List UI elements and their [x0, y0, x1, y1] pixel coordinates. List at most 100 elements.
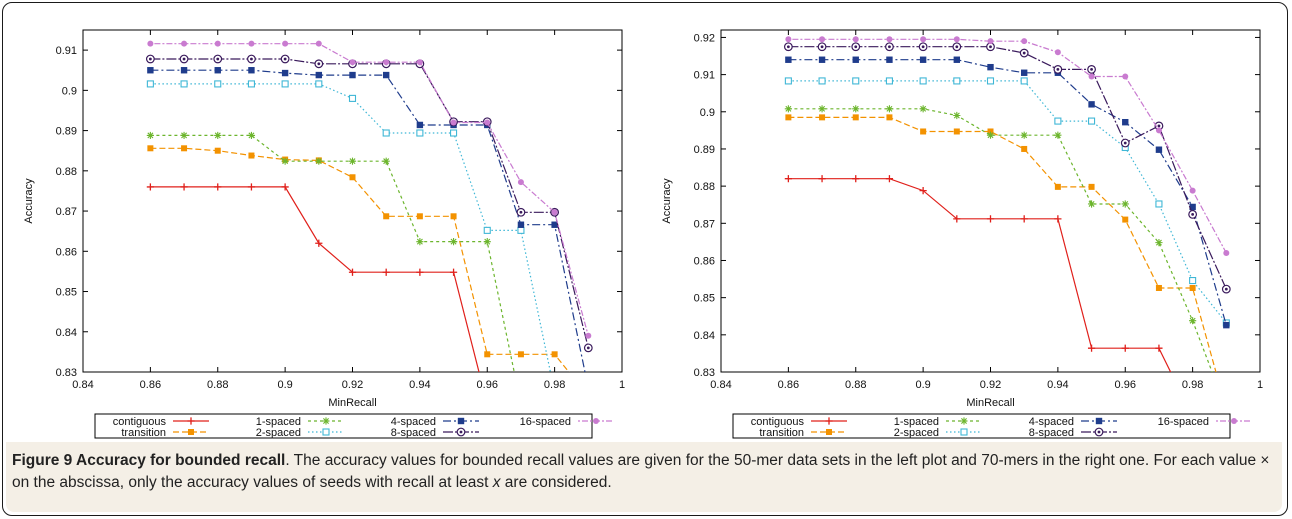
data-point-8-spaced-core	[921, 45, 925, 49]
data-point-4-spaced	[1088, 101, 1095, 108]
data-point-8-spaced-core	[148, 57, 152, 61]
data-point-transition	[450, 213, 457, 220]
data-point-2-spaced	[483, 226, 491, 234]
y-tick-label: 0.84	[56, 327, 77, 339]
data-point-2-spaced	[953, 77, 961, 85]
x-tick-label: 0.96	[1115, 379, 1136, 391]
data-point-transition	[987, 128, 994, 135]
y-tick-label: 0.87	[694, 218, 715, 230]
series-line-4-spaced	[150, 69, 586, 372]
data-point-transition	[1088, 183, 1095, 190]
data-point-16-spaced	[450, 119, 457, 126]
data-point-4-spaced	[953, 56, 961, 63]
legend-marker-1-spaced	[960, 417, 968, 425]
data-point-1-spaced	[214, 131, 222, 140]
x-tick-label: 0.86	[140, 379, 161, 391]
y-tick-label: 0.91	[56, 45, 77, 57]
series-group	[145, 40, 593, 408]
series-line-8-spaced	[788, 46, 1227, 290]
legend-label-16-spaced: 16-spaced	[520, 416, 571, 428]
data-point-4-spaced	[180, 67, 188, 74]
caption-text-2: are considered.	[500, 474, 612, 491]
data-point-8-spaced-core	[519, 210, 523, 214]
x-tick-label: 0.98	[1182, 379, 1203, 391]
x-tick-label: 0.86	[778, 379, 799, 391]
x-tick-label: 0.84	[72, 379, 93, 391]
legend-label-16-spaced: 16-spaced	[1158, 416, 1209, 428]
data-point-2-spaced	[1088, 117, 1096, 125]
y-tick-label: 0.85	[694, 293, 715, 305]
data-point-1-spaced	[1054, 131, 1062, 139]
data-point-1-spaced	[180, 131, 188, 140]
data-point-4-spaced	[315, 71, 323, 79]
legend-marker-2-spaced	[960, 428, 968, 436]
data-point-4-spaced	[1223, 321, 1230, 329]
data-point-8-spaced-core	[1157, 124, 1161, 128]
data-point-8-spaced-core	[854, 45, 858, 49]
legend-marker-8-spaced-core	[1097, 430, 1101, 434]
legend-marker-8-spaced-core	[459, 430, 463, 434]
y-tick-label: 0.88	[56, 166, 77, 178]
x-tick-label: 0.88	[845, 379, 866, 391]
series-line-transition	[788, 116, 1217, 372]
series-line-16-spaced	[150, 43, 589, 336]
x-axis-label: MinRecall	[966, 397, 1014, 409]
y-tick-label: 0.92	[694, 32, 715, 44]
data-point-16-spaced	[484, 119, 491, 126]
data-point-1-spaced	[784, 105, 792, 113]
data-point-1-spaced	[885, 105, 894, 113]
legend-label-transition: transition	[121, 427, 166, 439]
chart-right: 0.830.840.850.860.870.880.890.90.910.920…	[661, 29, 1263, 439]
data-point-2-spaced	[146, 80, 154, 88]
legend-box	[94, 413, 593, 439]
data-point-2-spaced	[986, 77, 995, 85]
data-point-16-spaced	[852, 36, 859, 43]
data-point-transition	[383, 213, 390, 220]
series-4-spaced	[785, 56, 1230, 329]
data-point-contiguous	[484, 401, 491, 408]
data-point-transition	[1223, 406, 1229, 412]
data-point-16-spaced	[551, 209, 558, 216]
data-point-1-spaced	[1223, 406, 1230, 413]
data-point-2-spaced	[281, 80, 289, 88]
data-point-transition	[214, 147, 221, 154]
series-8-spaced	[145, 54, 593, 353]
data-point-16-spaced	[920, 36, 927, 43]
data-point-transition	[181, 145, 188, 152]
series-2-spaced	[146, 80, 552, 372]
legend-label-2-spaced: 2-spaced	[256, 427, 301, 439]
data-point-8-spaced-core	[1191, 212, 1195, 216]
data-point-contiguous	[1155, 344, 1163, 352]
chart-left: 0.830.840.850.860.870.880.890.90.910.84 0…	[23, 29, 625, 439]
data-point-4-spaced	[852, 56, 859, 63]
y-axis-label: Accuracy	[23, 178, 35, 224]
data-point-4-spaced	[785, 56, 792, 63]
data-point-16-spaced	[785, 36, 792, 43]
data-point-1-spaced	[281, 157, 289, 165]
data-point-transition	[1021, 145, 1028, 152]
data-point-1-spaced	[483, 238, 491, 246]
legend-marker-4-spaced	[457, 417, 465, 425]
series-transition	[785, 114, 1229, 412]
series-line-2-spaced	[788, 80, 1227, 324]
data-point-transition	[1054, 183, 1061, 190]
data-point-1-spaced	[1087, 200, 1096, 208]
caption-text-1: . The accuracy values for bounded recall…	[12, 452, 1270, 491]
data-point-4-spaced	[818, 56, 826, 63]
data-point-1-spaced	[852, 105, 860, 113]
data-point-1-spaced	[1121, 200, 1129, 208]
data-point-contiguous	[953, 215, 961, 223]
data-point-1-spaced	[818, 105, 826, 113]
data-point-4-spaced	[585, 385, 591, 391]
data-point-8-spaced-core	[586, 346, 590, 350]
data-point-2-spaced	[818, 77, 826, 85]
legend-marker-16-spaced	[1231, 418, 1237, 424]
data-point-16-spaced	[886, 36, 893, 43]
data-point-transition	[585, 393, 591, 399]
y-tick-label: 0.86	[694, 255, 715, 267]
data-point-contiguous	[348, 268, 357, 276]
data-point-2-spaced	[382, 129, 390, 137]
data-point-2-spaced	[416, 129, 424, 137]
